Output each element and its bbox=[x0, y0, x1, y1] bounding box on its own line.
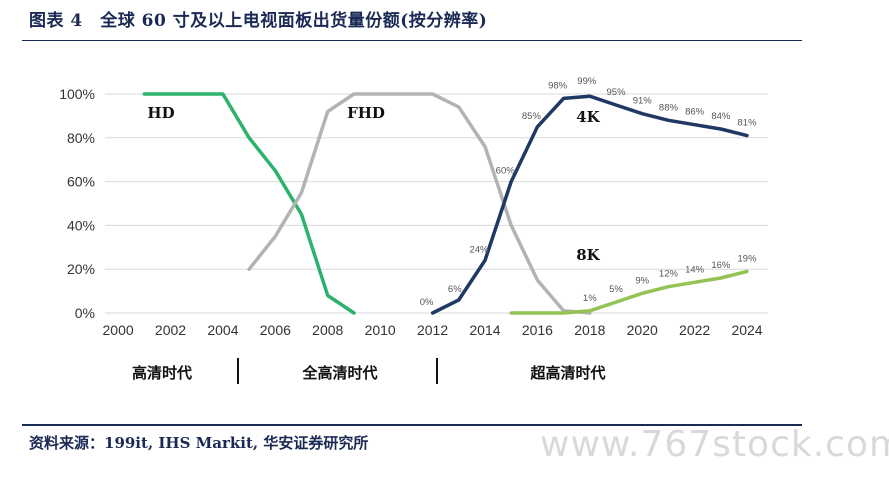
grid-lines bbox=[105, 93, 768, 314]
x-tick-label: 2004 bbox=[207, 322, 238, 338]
era-label: 高清时代 bbox=[132, 364, 192, 382]
y-tick-label: 20% bbox=[67, 261, 95, 277]
data-label: 6% bbox=[448, 284, 462, 295]
data-label: 14% bbox=[685, 264, 705, 275]
y-tick-label: 0% bbox=[75, 305, 95, 321]
data-label: 60% bbox=[496, 166, 516, 177]
y-tick-label: 80% bbox=[67, 130, 95, 146]
series-name-4k: 4K bbox=[576, 108, 600, 126]
header-rule bbox=[22, 40, 802, 41]
series-lines bbox=[142, 92, 749, 315]
data-label: 98% bbox=[548, 80, 568, 91]
x-tick-label: 2024 bbox=[731, 322, 762, 338]
data-label: 88% bbox=[659, 102, 679, 113]
x-tick-label: 2020 bbox=[627, 322, 658, 338]
x-tick-label: 2006 bbox=[260, 322, 291, 338]
share-line-chart: 0%20%40%60%80%100% 2000 2002 2004 2006 2008 2… bbox=[59, 76, 768, 384]
y-tick-label: 60% bbox=[67, 174, 95, 190]
data-label: 1% bbox=[583, 293, 597, 304]
data-label: 84% bbox=[711, 111, 731, 122]
series-line-fhd bbox=[247, 92, 592, 315]
data-label: 19% bbox=[738, 253, 758, 264]
y-tick-label: 100% bbox=[59, 86, 95, 102]
series-name-labels: HD FHD 4K 8K bbox=[147, 104, 600, 264]
x-tick-label: 2008 bbox=[312, 322, 343, 338]
data-label: 95% bbox=[607, 87, 627, 98]
x-tick-label: 2018 bbox=[574, 322, 605, 338]
data-label: 0% bbox=[420, 297, 434, 308]
x-tick-label: 2010 bbox=[365, 322, 396, 338]
data-label: 9% bbox=[635, 275, 649, 286]
era-label: 超高清时代 bbox=[529, 364, 605, 382]
watermark: www.767stock.com bbox=[540, 424, 889, 465]
series-line-4k bbox=[430, 94, 749, 315]
data-label: 99% bbox=[577, 76, 597, 87]
x-tick-label: 2014 bbox=[469, 322, 500, 338]
series-line-8k bbox=[509, 269, 749, 315]
source-note: 资料来源：199it, IHS Markit, 华安证券研究所 bbox=[29, 434, 369, 452]
figure-title: 图表 4 全球 60 寸及以上电视面板出货量份额(按分辨率) bbox=[29, 11, 488, 31]
data-label: 24% bbox=[469, 244, 489, 255]
data-label: 5% bbox=[609, 284, 623, 295]
data-label: 86% bbox=[685, 107, 705, 118]
series-line-hd bbox=[142, 92, 356, 315]
data-label: 12% bbox=[659, 269, 679, 280]
series-name-hd: HD bbox=[147, 104, 174, 122]
data-label: 16% bbox=[711, 260, 731, 271]
y-tick-label: 40% bbox=[67, 217, 95, 233]
x-axis-ticks: 2000 2002 2004 2006 2008 2010 2012 2014 2016 2018… bbox=[103, 322, 763, 338]
data-label: 85% bbox=[522, 111, 542, 122]
x-tick-label: 2012 bbox=[417, 322, 448, 338]
footer-rule bbox=[22, 424, 802, 426]
era-label: 全高清时代 bbox=[301, 364, 377, 382]
data-label: 91% bbox=[633, 96, 653, 107]
x-tick-label: 2016 bbox=[522, 322, 553, 338]
y-axis-ticks: 0% 20% 40% 60% 80% 100% bbox=[59, 86, 95, 321]
series-name-fhd: FHD bbox=[347, 104, 385, 122]
x-tick-label: 2002 bbox=[155, 322, 186, 338]
era-labels: 高清时代 全高清时代 超高清时代 bbox=[132, 358, 606, 384]
data-label: 81% bbox=[738, 118, 758, 129]
x-tick-label: 2022 bbox=[679, 322, 710, 338]
x-tick-label: 2000 bbox=[103, 322, 134, 338]
series-name-8k: 8K bbox=[576, 246, 600, 264]
data-labels: 0% 6% 24% 60% 85% 98% 99% 95% 91% 88% 86% 84% 81% 1% 5… bbox=[420, 76, 757, 308]
